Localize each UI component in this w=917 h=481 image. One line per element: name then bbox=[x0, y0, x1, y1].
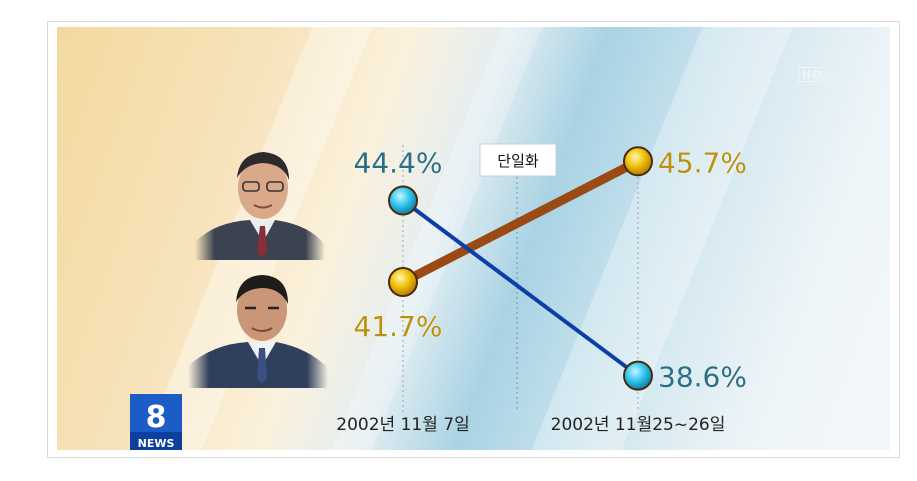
unification-box bbox=[479, 143, 557, 177]
data-label-1-0: 41.7% bbox=[354, 310, 443, 343]
logo-text: NEWS bbox=[138, 437, 175, 450]
data-label-0-0: 44.4% bbox=[354, 147, 443, 180]
data-point-0-1 bbox=[623, 360, 653, 391]
logo-number: 8 bbox=[146, 400, 167, 435]
news8-logo: 8 NEWS bbox=[130, 394, 182, 450]
hd-badge: HD bbox=[798, 67, 827, 82]
data-point-0-0 bbox=[388, 185, 418, 216]
data-label-1-1: 45.7% bbox=[658, 146, 747, 179]
x-tick-label-1: 2002년 11월25~26일 bbox=[551, 415, 726, 435]
candidate-photo-top bbox=[195, 130, 325, 260]
data-point-1-1 bbox=[623, 146, 653, 177]
series-line-0 bbox=[401, 198, 640, 378]
unification-label: 단일화 bbox=[497, 152, 539, 170]
candidate-photo-bottom bbox=[188, 275, 328, 388]
poll-line-chart: 단일화 44.4% 38.6% 41.7% 45.7% 2002년 11월 7일 20… bbox=[336, 143, 747, 435]
series-line-1 bbox=[398, 156, 643, 287]
data-point-1-0 bbox=[388, 267, 418, 298]
x-tick-label-0: 2002년 11월 7일 bbox=[336, 415, 469, 435]
data-label-0-1: 38.6% bbox=[658, 361, 747, 394]
